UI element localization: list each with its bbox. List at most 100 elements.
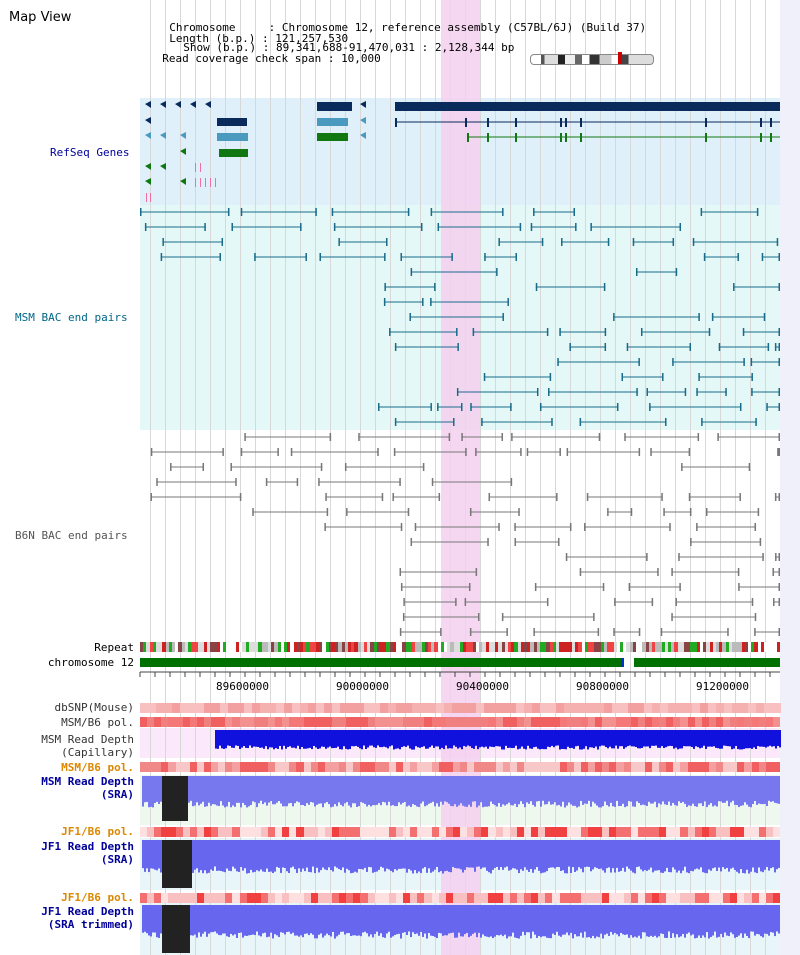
heat-cell — [196, 703, 205, 713]
track-label-msm-b6-pol-2[interactable]: MSM/B6 pol. — [61, 761, 134, 774]
depth-bar — [473, 730, 475, 749]
track-label-msm-depth-sra[interactable]: MSM Read Depth (SRA) — [0, 775, 134, 801]
depth-bar — [360, 776, 362, 802]
depth-bar — [354, 840, 356, 872]
heat-cell — [410, 827, 418, 837]
depth-bar — [618, 905, 620, 937]
heat-cell — [309, 642, 314, 652]
depth-bar — [339, 730, 341, 750]
track-label-repeat[interactable]: Repeat — [94, 641, 134, 654]
track-label-jf1-b6-pol-2[interactable]: JF1/B6 pol. — [61, 891, 134, 904]
depth-bar — [208, 776, 210, 803]
heat-cell — [260, 893, 269, 903]
heat-cell — [687, 762, 696, 772]
depth-bar — [242, 776, 244, 803]
heat-cell — [660, 703, 669, 713]
b6n-bac-pair-end — [377, 448, 379, 456]
chromosome-ideogram[interactable] — [530, 54, 654, 65]
heat-cell — [303, 827, 312, 837]
depth-bar — [627, 730, 629, 747]
b6n-bac-pair-end — [762, 553, 764, 561]
track-label-jf1-depth-sra[interactable]: JF1 Read Depth (SRA) — [0, 840, 134, 866]
track-label-chromosome[interactable]: chromosome 12 — [47, 656, 134, 669]
heat-cell — [556, 703, 565, 713]
depth-bar — [548, 840, 550, 868]
depth-bar — [405, 730, 407, 747]
jf1-b6-pol-strip-2[interactable] — [140, 893, 781, 903]
depth-bar — [218, 905, 220, 936]
depth-bar — [683, 730, 685, 747]
track-label-b6n-bac[interactable]: B6N BAC end pairs — [15, 529, 128, 542]
heat-cell — [474, 827, 482, 837]
depth-bar — [592, 905, 594, 936]
repeat-strip[interactable] — [140, 642, 781, 652]
heat-cell — [225, 827, 233, 837]
depth-bar — [392, 905, 394, 937]
heat-cell — [168, 893, 177, 903]
depth-bar — [160, 776, 162, 802]
depth-bar — [589, 730, 591, 748]
depth-bar — [330, 776, 332, 808]
dbsnp-strip[interactable] — [140, 703, 781, 713]
msm-bac-pair-end — [665, 418, 667, 426]
heat-cell — [220, 642, 224, 652]
jf1-b6-pol-strip[interactable] — [140, 827, 781, 837]
b6n-bac-pair-end — [518, 508, 520, 516]
msm-bac-pair-end — [384, 283, 386, 291]
depth-bar — [194, 776, 196, 806]
track-label-refseq[interactable]: RefSeq Genes — [50, 146, 130, 159]
heat-cell — [388, 762, 397, 772]
track-label-msm-depth-cap[interactable]: MSM Read Depth (Capillary) — [0, 733, 134, 759]
chromosome-bar-right[interactable] — [634, 658, 780, 667]
depth-bar — [382, 840, 384, 868]
heat-cell — [381, 717, 390, 727]
depth-bar — [616, 840, 618, 868]
heat-cell — [637, 717, 646, 727]
heat-cell — [723, 762, 731, 772]
depth-bar — [689, 730, 691, 747]
track-label-jf1-depth-trim[interactable]: JF1 Read Depth (SRA trimmed) — [0, 905, 134, 931]
depth-bar — [669, 730, 671, 746]
depth-bar — [314, 776, 316, 807]
msm-b6-pol-strip[interactable] — [140, 717, 781, 727]
heat-cell — [324, 762, 333, 772]
heat-cell — [165, 642, 170, 652]
heat-cell — [630, 827, 639, 837]
msm-b6-pol-strip-2[interactable] — [140, 762, 781, 772]
msm-bac-pair-end — [561, 238, 563, 246]
heat-cell — [431, 642, 435, 652]
b6n-bac-pair-end — [688, 448, 691, 456]
depth-bar — [414, 840, 416, 871]
depth-bar — [375, 730, 377, 748]
depth-bar — [430, 840, 432, 873]
heat-cell — [501, 642, 506, 652]
depth-bar — [764, 840, 766, 870]
depth-bar — [667, 730, 669, 747]
heat-cell — [161, 893, 169, 903]
depth-bar — [341, 730, 343, 750]
depth-bar — [604, 905, 606, 935]
msm-bac-pair-end — [607, 238, 610, 246]
msm-bac-pair-end — [573, 208, 575, 216]
depth-bar — [515, 730, 517, 746]
chromosome-bar[interactable] — [140, 658, 621, 667]
depth-bar — [494, 776, 496, 806]
track-label-dbsnp[interactable]: dbSNP(Mouse) — [54, 701, 134, 714]
track-label-msm-b6-pol[interactable]: MSM/B6 pol. — [61, 716, 134, 729]
track-label-jf1-b6-pol[interactable]: JF1/B6 pol. — [61, 825, 134, 838]
track-label-msm-bac[interactable]: MSM BAC end pairs — [15, 311, 128, 324]
depth-bar — [642, 840, 644, 872]
heat-cell — [196, 893, 205, 903]
depth-bar — [366, 776, 368, 807]
msm-bac-pair-end — [604, 343, 607, 351]
heat-cell — [376, 642, 381, 652]
depth-bar — [470, 776, 472, 807]
depth-bar — [564, 840, 566, 874]
depth-bar — [712, 840, 714, 869]
heat-cell — [492, 642, 496, 652]
depth-bar — [228, 905, 230, 938]
depth-bar — [664, 905, 666, 938]
heat-cell — [716, 717, 724, 727]
depth-bar — [192, 776, 194, 807]
